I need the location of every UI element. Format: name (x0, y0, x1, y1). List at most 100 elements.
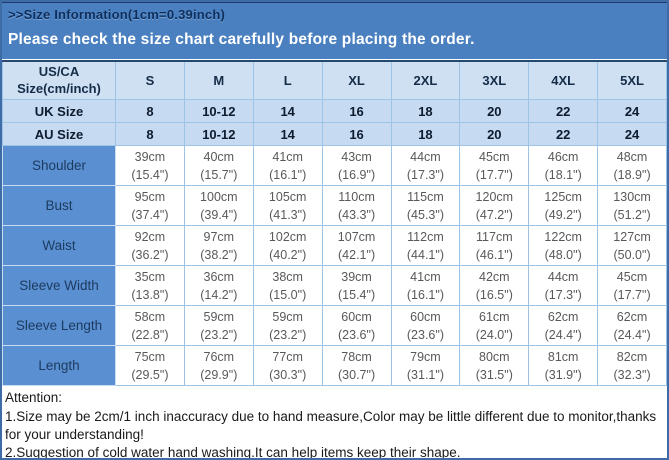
measurement-inch-value: (32.3") (613, 367, 651, 382)
measurement-value-cell: 79cm (31.1") (390, 345, 461, 386)
measurement-value-cell: 110cm (43.3") (321, 185, 392, 226)
measurement-value-cell: 75cm (29.5") (115, 345, 185, 386)
measurement-value-cell: 82cm (32.3") (597, 345, 667, 386)
measurement-value-cell: 39cm (15.4") (321, 265, 392, 306)
size-conversion-value-cell: 14 (252, 122, 323, 146)
measurement-cm-value: 44cm (410, 149, 441, 164)
measurement-value-cell: 125cm (49.2") (528, 185, 599, 226)
measurement-value-cell: 97cm (38.2") (183, 225, 254, 266)
measurement-cm-value: 105cm (268, 189, 307, 204)
size-conversion-value-cell: 18 (390, 122, 461, 146)
measurement-value-cell: 78cm (30.7") (321, 345, 392, 386)
size-column-header: 4XL (528, 60, 599, 100)
measurement-cm-value: 44cm (547, 269, 579, 284)
measurement-cm-value: 41cm (272, 149, 303, 164)
size-chart-table: US/CA Size(cm/inch) S M L XL 2XL 3XL 4XL 5XL UK Si… (2, 60, 667, 386)
measurement-cm-value: 95cm (134, 189, 166, 204)
measurement-value-cell: 112cm (44.1") (390, 225, 461, 266)
measurement-row: Bust 95cm (37.4") 100cm (39.4") 105cm (41.3") 1… (2, 185, 667, 226)
measurement-inch-value: (44.1") (406, 247, 444, 262)
size-column-header: L (252, 60, 323, 100)
measurement-row: Shoulder 39cm (15.4") 40cm (15.7") 41cm (16.1"… (2, 145, 667, 186)
measurement-cm-value: 120cm (475, 189, 514, 204)
measurement-inch-value: (16.1") (269, 167, 307, 182)
measurement-value-cell: 61cm (24.0") (459, 305, 530, 346)
size-column-header: 2XL (390, 60, 461, 100)
measurement-inch-value: (24.4") (544, 327, 582, 342)
size-conversion-value-cell: 18 (390, 99, 461, 123)
measurement-cm-value: 117cm (476, 229, 513, 244)
size-conversion-value-cell: 14 (252, 99, 323, 123)
measurement-value-cell: 76cm (29.9") (183, 345, 254, 386)
size-conversion-row: AU Size 8 10-12 14 16 18 20 22 24 (2, 122, 667, 146)
measurement-value-cell: 115cm (45.3") (390, 185, 461, 226)
measurement-cm-value: 75cm (134, 349, 166, 364)
measurement-value-cell: 38cm (15.0") (252, 265, 323, 306)
size-conversion-value-cell: 16 (321, 99, 392, 123)
measurement-value-cell: 59cm (23.2") (252, 305, 323, 346)
measurement-value-cell: 35cm (13.8") (115, 265, 185, 306)
size-conversion-value-cell: 10-12 (183, 99, 254, 123)
attention-heading: Attention: (5, 390, 63, 405)
attention-note-2: 2.Suggestion of cold water hand washing.… (5, 445, 461, 460)
measurement-value-cell: 60cm (23.6") (390, 305, 461, 346)
size-column-header: S (115, 60, 185, 100)
measurement-cm-value: 79cm (410, 349, 441, 364)
size-conversion-value-cell: 22 (528, 122, 599, 146)
measurement-cm-value: 115cm (407, 189, 444, 204)
measurement-inch-value: (23.2") (200, 327, 238, 342)
measurement-cm-value: 62cm (547, 309, 579, 324)
measurement-inch-value: (31.1") (406, 367, 444, 382)
measurement-inch-value: (22.8") (131, 327, 169, 342)
measurement-inch-value: (41.3") (269, 207, 307, 222)
size-conversion-value-cell: 20 (459, 99, 530, 123)
measurement-cm-value: 82cm (616, 349, 648, 364)
measurement-cm-value: 76cm (203, 349, 235, 364)
size-conversion-value-cell: 8 (115, 99, 185, 123)
measurement-value-cell: 48cm (18.9") (597, 145, 667, 186)
measurement-row-label: Bust (2, 185, 116, 226)
measurement-cm-value: 48cm (616, 149, 648, 164)
measurement-inch-value: (36.2") (131, 247, 169, 262)
measurement-value-cell: 43cm (16.9") (321, 145, 392, 186)
measurement-cm-value: 45cm (479, 149, 510, 164)
measurement-inch-value: (31.9") (544, 367, 582, 382)
measurement-inch-value: (48.0") (544, 247, 582, 262)
measurement-row: Waist 92cm (36.2") 97cm (38.2") 102cm (40.2") 1… (2, 225, 667, 266)
size-information-title: >>Size Information(1cm=0.39inch) (8, 7, 225, 22)
measurement-row: Sleeve Length 58cm (22.8") 59cm (23.2") 59cm (… (2, 305, 667, 346)
measurement-row-label: Sleeve Length (2, 305, 116, 346)
measurement-value-cell: 62cm (24.4") (597, 305, 667, 346)
measurement-inch-value: (23.2") (269, 327, 307, 342)
size-chart-banner: >>Size Information(1cm=0.39inch) Please … (2, 2, 667, 59)
measurement-value-cell: 45cm (17.7") (597, 265, 667, 306)
measurement-inch-value: (15.4") (131, 167, 169, 182)
measurement-inch-value: (42.1") (338, 247, 376, 262)
attention-notes: Attention: 1.Size may be 2cm/1 inch inac… (2, 386, 667, 460)
measurement-cm-value: 42cm (479, 269, 510, 284)
measurement-inch-value: (50.0") (613, 247, 651, 262)
measurement-value-cell: 122cm (48.0") (528, 225, 599, 266)
measurement-value-cell: 120cm (47.2") (459, 185, 530, 226)
measurement-inch-value: (18.9") (613, 167, 651, 182)
measurement-inch-value: (23.6") (406, 327, 444, 342)
size-column-header: 5XL (597, 60, 667, 100)
size-unit-header-line1: US/CA (38, 63, 80, 79)
measurement-inch-value: (16.1") (406, 287, 444, 302)
measurement-value-cell: 80cm (31.5") (459, 345, 530, 386)
measurement-value-cell: 100cm (39.4") (183, 185, 254, 226)
measurement-cm-value: 36cm (203, 269, 235, 284)
measurement-inch-value: (30.3") (269, 367, 307, 382)
measurement-inch-value: (29.9") (200, 367, 238, 382)
measurement-inch-value: (17.3") (406, 167, 444, 182)
measurement-inch-value: (49.2") (544, 207, 582, 222)
size-conversion-value-cell: 8 (115, 122, 185, 146)
size-unit-header-line2: Size(cm/inch) (17, 80, 101, 96)
size-chart-warning: Please check the size chart carefully be… (8, 31, 475, 48)
measurement-cm-value: 125cm (544, 189, 582, 204)
measurement-inch-value: (30.7") (338, 367, 376, 382)
measurement-value-cell: 59cm (23.2") (183, 305, 254, 346)
size-column-header: 3XL (459, 60, 530, 100)
measurement-inch-value: (17.7") (475, 167, 513, 182)
